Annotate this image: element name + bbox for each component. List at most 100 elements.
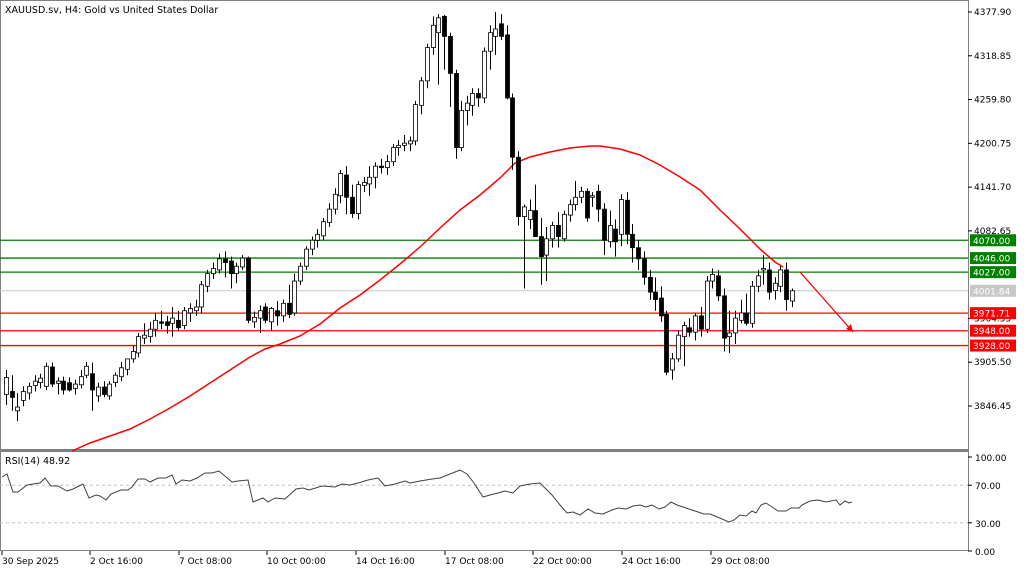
candle bbox=[269, 306, 274, 331]
candle bbox=[619, 194, 624, 247]
candle-body bbox=[217, 258, 222, 271]
candle bbox=[579, 186, 584, 204]
arrow-shaft[interactable] bbox=[799, 271, 854, 333]
candle bbox=[344, 166, 349, 215]
candle-body bbox=[38, 377, 43, 384]
trend-arrow-annotation[interactable] bbox=[799, 271, 854, 333]
candle-body bbox=[199, 284, 204, 308]
candle bbox=[425, 43, 430, 89]
candle bbox=[205, 269, 210, 293]
candle bbox=[705, 275, 710, 333]
candle bbox=[159, 310, 164, 330]
candle bbox=[613, 219, 618, 257]
candle bbox=[188, 303, 193, 322]
candle bbox=[136, 332, 141, 358]
candle-body bbox=[194, 306, 199, 312]
candle-body bbox=[310, 239, 315, 250]
price-axis[interactable]: 4377.90 4318.85 4259.80 4200.75 4141.70 4082.… bbox=[968, 8, 1011, 412]
candle bbox=[539, 218, 544, 285]
candle bbox=[625, 192, 630, 244]
candle-body bbox=[550, 225, 555, 240]
candle bbox=[636, 240, 641, 270]
candle bbox=[27, 382, 32, 400]
candle-body bbox=[642, 258, 647, 278]
candle bbox=[292, 273, 297, 316]
candle bbox=[379, 158, 384, 174]
candle-body bbox=[21, 391, 26, 401]
candle-body bbox=[356, 184, 361, 214]
candle bbox=[693, 312, 698, 341]
candle-body bbox=[716, 275, 721, 297]
candle bbox=[107, 381, 112, 400]
candle-body bbox=[240, 257, 245, 268]
candle bbox=[223, 251, 228, 278]
candle bbox=[784, 262, 789, 311]
rsi-y-tick-label: 30.00 bbox=[975, 520, 1001, 530]
y-tick-label: 4082.65 bbox=[974, 227, 1011, 237]
candle bbox=[263, 303, 268, 324]
candle-body bbox=[510, 97, 515, 158]
candle bbox=[465, 95, 470, 126]
candle-body bbox=[727, 332, 732, 338]
candle bbox=[630, 223, 635, 263]
candle bbox=[10, 375, 15, 411]
candle-body bbox=[488, 32, 493, 52]
candle-body bbox=[596, 190, 601, 210]
candle-body bbox=[556, 225, 561, 237]
candle-body bbox=[790, 290, 795, 302]
candle-body bbox=[67, 382, 72, 391]
candle bbox=[153, 312, 158, 337]
candle bbox=[761, 255, 766, 285]
candle-body bbox=[705, 280, 710, 330]
candle-body bbox=[373, 165, 378, 178]
candle-body bbox=[465, 102, 470, 111]
y-tick-label: 4200.75 bbox=[974, 139, 1011, 149]
candle bbox=[722, 288, 727, 352]
candle-body bbox=[773, 282, 778, 292]
candle-body bbox=[234, 265, 239, 275]
candle-body bbox=[482, 50, 487, 99]
x-tick-label: 29 Oct 08:00 bbox=[711, 557, 770, 567]
candle-body bbox=[722, 295, 727, 339]
candle-body bbox=[573, 196, 578, 206]
candle bbox=[90, 362, 95, 411]
rsi-axis: 100.00 70.00 30.00 0.00 bbox=[968, 454, 1007, 558]
candle-body bbox=[664, 314, 669, 373]
candle bbox=[744, 293, 749, 326]
candle bbox=[211, 262, 216, 279]
candle bbox=[50, 362, 55, 388]
support-price-tag-label: 3928.00 bbox=[973, 342, 1010, 352]
ma-polyline bbox=[71, 145, 784, 452]
candle-body bbox=[476, 93, 481, 99]
candle bbox=[739, 299, 744, 324]
candle bbox=[15, 392, 20, 422]
candle-body bbox=[10, 391, 15, 398]
candle bbox=[125, 358, 130, 376]
current-price-tag-label: 4001.84 bbox=[973, 287, 1010, 297]
candle bbox=[402, 134, 407, 152]
candle bbox=[682, 321, 687, 367]
candle bbox=[229, 256, 234, 289]
candle-body bbox=[136, 336, 141, 354]
candle bbox=[550, 221, 555, 248]
candle bbox=[442, 14, 447, 70]
candle bbox=[234, 262, 239, 284]
candle-body bbox=[625, 199, 630, 235]
candle bbox=[182, 306, 187, 330]
candle-body bbox=[50, 366, 55, 385]
candle-body bbox=[767, 269, 772, 293]
candle bbox=[436, 14, 441, 85]
candle-body bbox=[281, 302, 286, 317]
candle bbox=[356, 180, 361, 220]
candle-body bbox=[176, 319, 181, 329]
candle bbox=[476, 88, 481, 107]
candle-body bbox=[4, 377, 9, 395]
candle bbox=[767, 262, 772, 300]
arrow-head-icon bbox=[846, 324, 853, 332]
time-axis[interactable]: 30 Sep 2025 2 Oct 16:00 7 Oct 08:00 10 Oct … bbox=[1, 551, 770, 567]
candle bbox=[670, 352, 675, 380]
rsi-label: RSI(14) 48.92 bbox=[5, 456, 70, 467]
support-price-tag bbox=[970, 339, 1016, 352]
candle-body bbox=[96, 386, 101, 397]
